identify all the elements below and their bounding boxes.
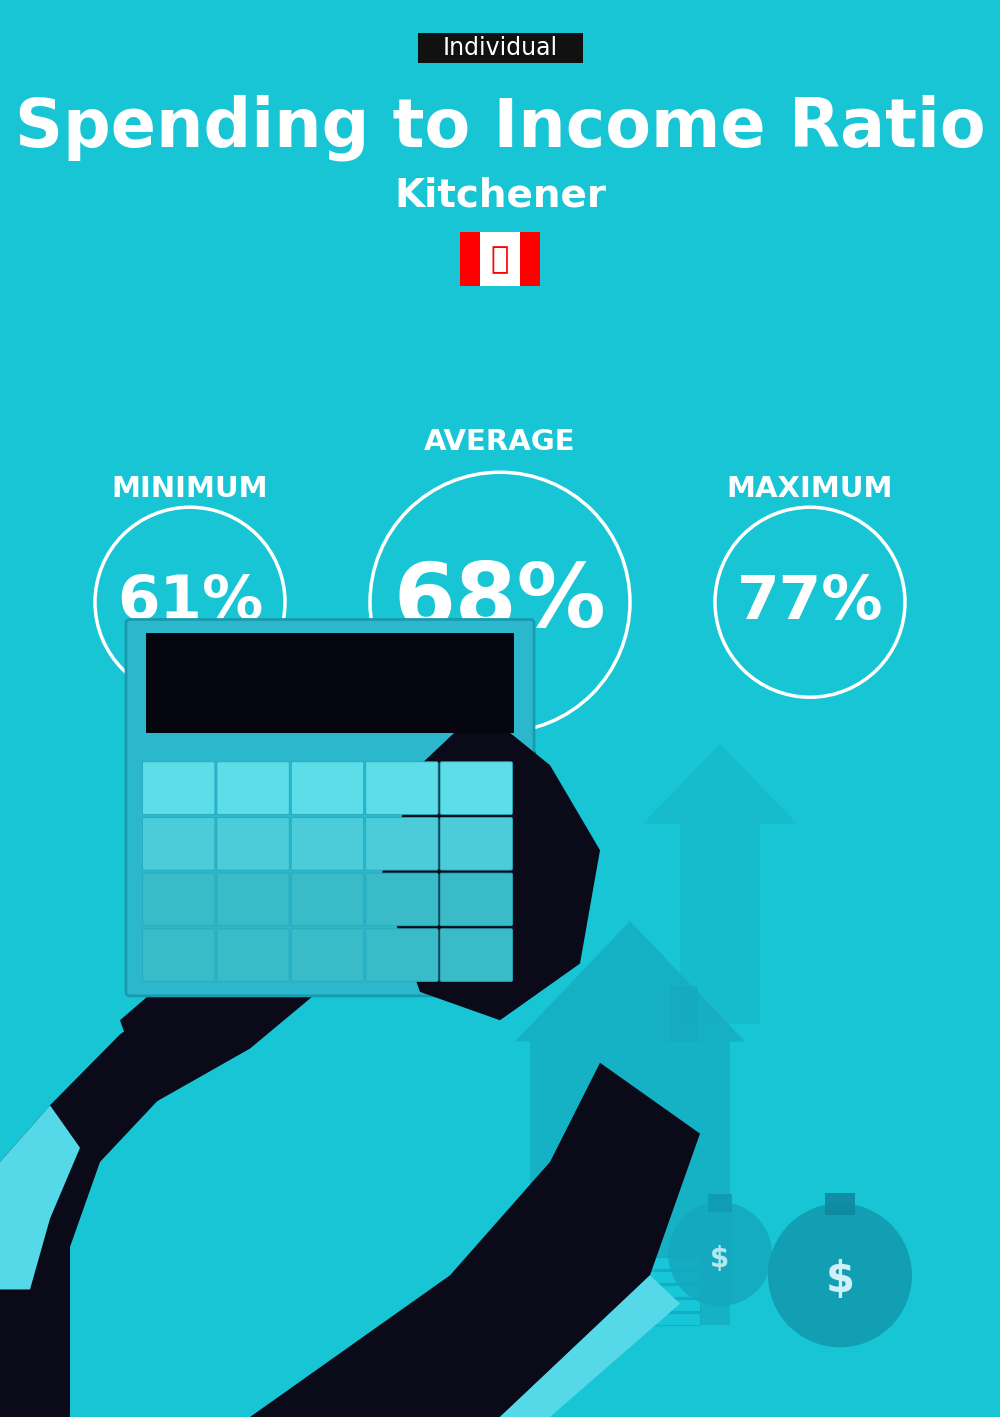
FancyBboxPatch shape [143, 762, 215, 815]
FancyBboxPatch shape [366, 928, 438, 982]
FancyBboxPatch shape [460, 232, 480, 286]
FancyBboxPatch shape [580, 1271, 700, 1282]
FancyBboxPatch shape [366, 762, 438, 815]
FancyBboxPatch shape [440, 928, 512, 982]
Text: $: $ [710, 1246, 730, 1272]
FancyBboxPatch shape [291, 762, 364, 815]
FancyBboxPatch shape [440, 873, 512, 925]
Text: 🍁: 🍁 [491, 245, 509, 273]
Text: MAXIMUM: MAXIMUM [727, 475, 893, 503]
Text: Individual: Individual [442, 37, 558, 60]
FancyBboxPatch shape [440, 762, 512, 815]
FancyBboxPatch shape [217, 928, 289, 982]
Polygon shape [0, 822, 400, 1417]
FancyBboxPatch shape [825, 1193, 855, 1216]
FancyBboxPatch shape [146, 633, 514, 733]
Text: 77%: 77% [737, 572, 883, 632]
FancyBboxPatch shape [366, 873, 438, 925]
Text: MINIMUM: MINIMUM [112, 475, 268, 503]
FancyBboxPatch shape [217, 762, 289, 815]
FancyBboxPatch shape [520, 232, 540, 286]
FancyBboxPatch shape [418, 33, 582, 64]
Polygon shape [120, 708, 550, 1105]
FancyBboxPatch shape [460, 232, 540, 286]
Polygon shape [150, 1063, 700, 1417]
Polygon shape [642, 744, 798, 1024]
FancyBboxPatch shape [143, 818, 215, 870]
FancyBboxPatch shape [605, 1234, 655, 1325]
Text: Spending to Income Ratio: Spending to Income Ratio [15, 95, 985, 160]
FancyBboxPatch shape [580, 1314, 700, 1325]
Text: $: $ [826, 1260, 854, 1301]
Text: Kitchener: Kitchener [394, 177, 606, 214]
FancyBboxPatch shape [580, 1257, 700, 1268]
FancyBboxPatch shape [126, 619, 534, 996]
Polygon shape [315, 794, 445, 993]
Text: AVERAGE: AVERAGE [424, 428, 576, 456]
FancyBboxPatch shape [530, 1041, 730, 1325]
FancyBboxPatch shape [291, 928, 364, 982]
FancyBboxPatch shape [670, 986, 698, 1041]
FancyBboxPatch shape [143, 873, 215, 925]
Text: 68%: 68% [394, 558, 606, 646]
Polygon shape [515, 921, 745, 1041]
FancyBboxPatch shape [291, 818, 364, 870]
Circle shape [668, 1202, 772, 1306]
FancyBboxPatch shape [580, 1285, 700, 1297]
FancyBboxPatch shape [291, 873, 364, 925]
Polygon shape [0, 1105, 80, 1289]
FancyBboxPatch shape [217, 873, 289, 925]
FancyBboxPatch shape [708, 1195, 732, 1212]
FancyBboxPatch shape [440, 818, 512, 870]
Circle shape [768, 1203, 912, 1348]
Text: 61%: 61% [117, 572, 263, 632]
FancyBboxPatch shape [580, 1299, 700, 1311]
Polygon shape [500, 1275, 680, 1417]
Polygon shape [380, 708, 600, 1020]
FancyBboxPatch shape [143, 928, 215, 982]
FancyBboxPatch shape [366, 818, 438, 870]
FancyBboxPatch shape [217, 818, 289, 870]
